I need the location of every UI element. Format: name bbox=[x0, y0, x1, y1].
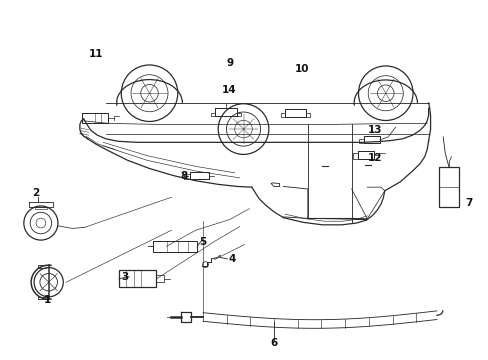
Text: 2: 2 bbox=[32, 188, 40, 198]
Text: 10: 10 bbox=[294, 64, 308, 74]
Bar bbox=[438, 167, 458, 207]
Text: 11: 11 bbox=[88, 49, 103, 59]
Text: 5: 5 bbox=[199, 237, 206, 247]
Text: 13: 13 bbox=[367, 125, 382, 135]
Text: 4: 4 bbox=[228, 254, 236, 264]
Bar bbox=[119, 270, 155, 287]
Text: 9: 9 bbox=[226, 58, 233, 68]
Text: 6: 6 bbox=[269, 338, 277, 348]
Text: 12: 12 bbox=[367, 153, 382, 163]
Text: 1: 1 bbox=[43, 295, 51, 305]
Text: 3: 3 bbox=[122, 272, 128, 282]
Text: 14: 14 bbox=[221, 85, 236, 95]
Text: 7: 7 bbox=[464, 198, 471, 208]
Text: 8: 8 bbox=[180, 171, 187, 181]
